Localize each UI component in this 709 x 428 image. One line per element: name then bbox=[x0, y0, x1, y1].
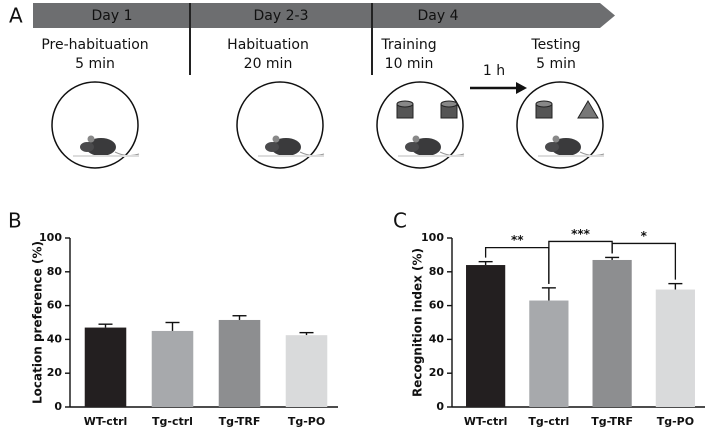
y-tick-label: 20 bbox=[47, 366, 63, 379]
day-label: Day 2-3 bbox=[254, 8, 309, 24]
y-tick-label: 100 bbox=[39, 231, 62, 244]
stage-duration: 20 min bbox=[244, 56, 293, 72]
y-tick-label: 60 bbox=[47, 299, 63, 312]
arena bbox=[51, 81, 139, 169]
mouse bbox=[411, 138, 441, 156]
arrow-head bbox=[516, 82, 527, 94]
stage-title: Habituation bbox=[227, 37, 309, 53]
y-tick-label: 80 bbox=[47, 265, 63, 278]
bar bbox=[84, 327, 127, 407]
object-top bbox=[535, 100, 553, 108]
y-tick-label: 100 bbox=[421, 231, 444, 244]
object-triangle bbox=[577, 100, 599, 119]
x-tick-label: Tg-TRF bbox=[219, 415, 261, 428]
mouse bbox=[86, 138, 116, 156]
y-axis-label: Location preference (%) bbox=[31, 241, 45, 404]
bar bbox=[592, 259, 632, 407]
object-top bbox=[396, 100, 414, 108]
day-label: Day 1 bbox=[91, 8, 132, 24]
mouse-head bbox=[265, 142, 279, 152]
object-top bbox=[440, 100, 458, 108]
mouse bbox=[271, 138, 301, 156]
bar bbox=[529, 300, 569, 407]
x-tick-label: WT-ctrl bbox=[84, 415, 128, 428]
mouse-head bbox=[545, 142, 559, 152]
panel-label: A bbox=[9, 4, 23, 28]
stage-duration: 5 min bbox=[536, 56, 576, 72]
mouse-head bbox=[80, 142, 94, 152]
x-tick-label: Tg-PO bbox=[657, 415, 694, 428]
significance-label: ** bbox=[511, 233, 524, 247]
bar bbox=[285, 335, 328, 407]
y-tick-label: 60 bbox=[429, 299, 445, 312]
mouse-ear bbox=[87, 135, 95, 143]
x-tick-label: WT-ctrl bbox=[464, 415, 508, 428]
y-tick-label: 0 bbox=[54, 400, 62, 413]
mouse-ear bbox=[552, 135, 560, 143]
stage-title: Training bbox=[380, 37, 436, 53]
arena bbox=[236, 81, 324, 169]
x-tick-label: Tg-ctrl bbox=[152, 415, 193, 428]
bar bbox=[218, 319, 261, 407]
day-label: Day 4 bbox=[417, 8, 458, 24]
significance-bracket bbox=[611, 242, 677, 280]
stage-duration: 10 min bbox=[385, 56, 434, 72]
stage-duration: 5 min bbox=[75, 56, 115, 72]
stage-title: Testing bbox=[530, 37, 580, 53]
stage-title: Pre-habituation bbox=[41, 37, 148, 53]
bar bbox=[655, 289, 695, 407]
y-tick-label: 80 bbox=[429, 265, 445, 278]
y-tick-label: 40 bbox=[47, 332, 63, 345]
y-tick-label: 40 bbox=[429, 332, 445, 345]
significance-label: *** bbox=[571, 227, 591, 241]
panel-label: B bbox=[8, 209, 22, 233]
x-tick-label: Tg-PO bbox=[288, 415, 325, 428]
y-tick-label: 0 bbox=[436, 400, 444, 413]
delay-label: 1 h bbox=[483, 63, 505, 79]
x-tick-label: Tg-TRF bbox=[591, 415, 633, 428]
arenas bbox=[51, 81, 605, 169]
mouse bbox=[551, 138, 581, 156]
y-axis-label: Recognition index (%) bbox=[411, 248, 425, 397]
y-tick-label: 20 bbox=[429, 366, 445, 379]
significance-label: * bbox=[641, 229, 648, 243]
x-tick-label: Tg-ctrl bbox=[528, 415, 569, 428]
mouse-head bbox=[405, 142, 419, 152]
mouse-ear bbox=[272, 135, 280, 143]
timeline bbox=[33, 3, 615, 28]
bar bbox=[151, 330, 194, 407]
mouse-ear bbox=[412, 135, 420, 143]
panel-label: C bbox=[393, 209, 407, 233]
bar bbox=[466, 265, 506, 407]
